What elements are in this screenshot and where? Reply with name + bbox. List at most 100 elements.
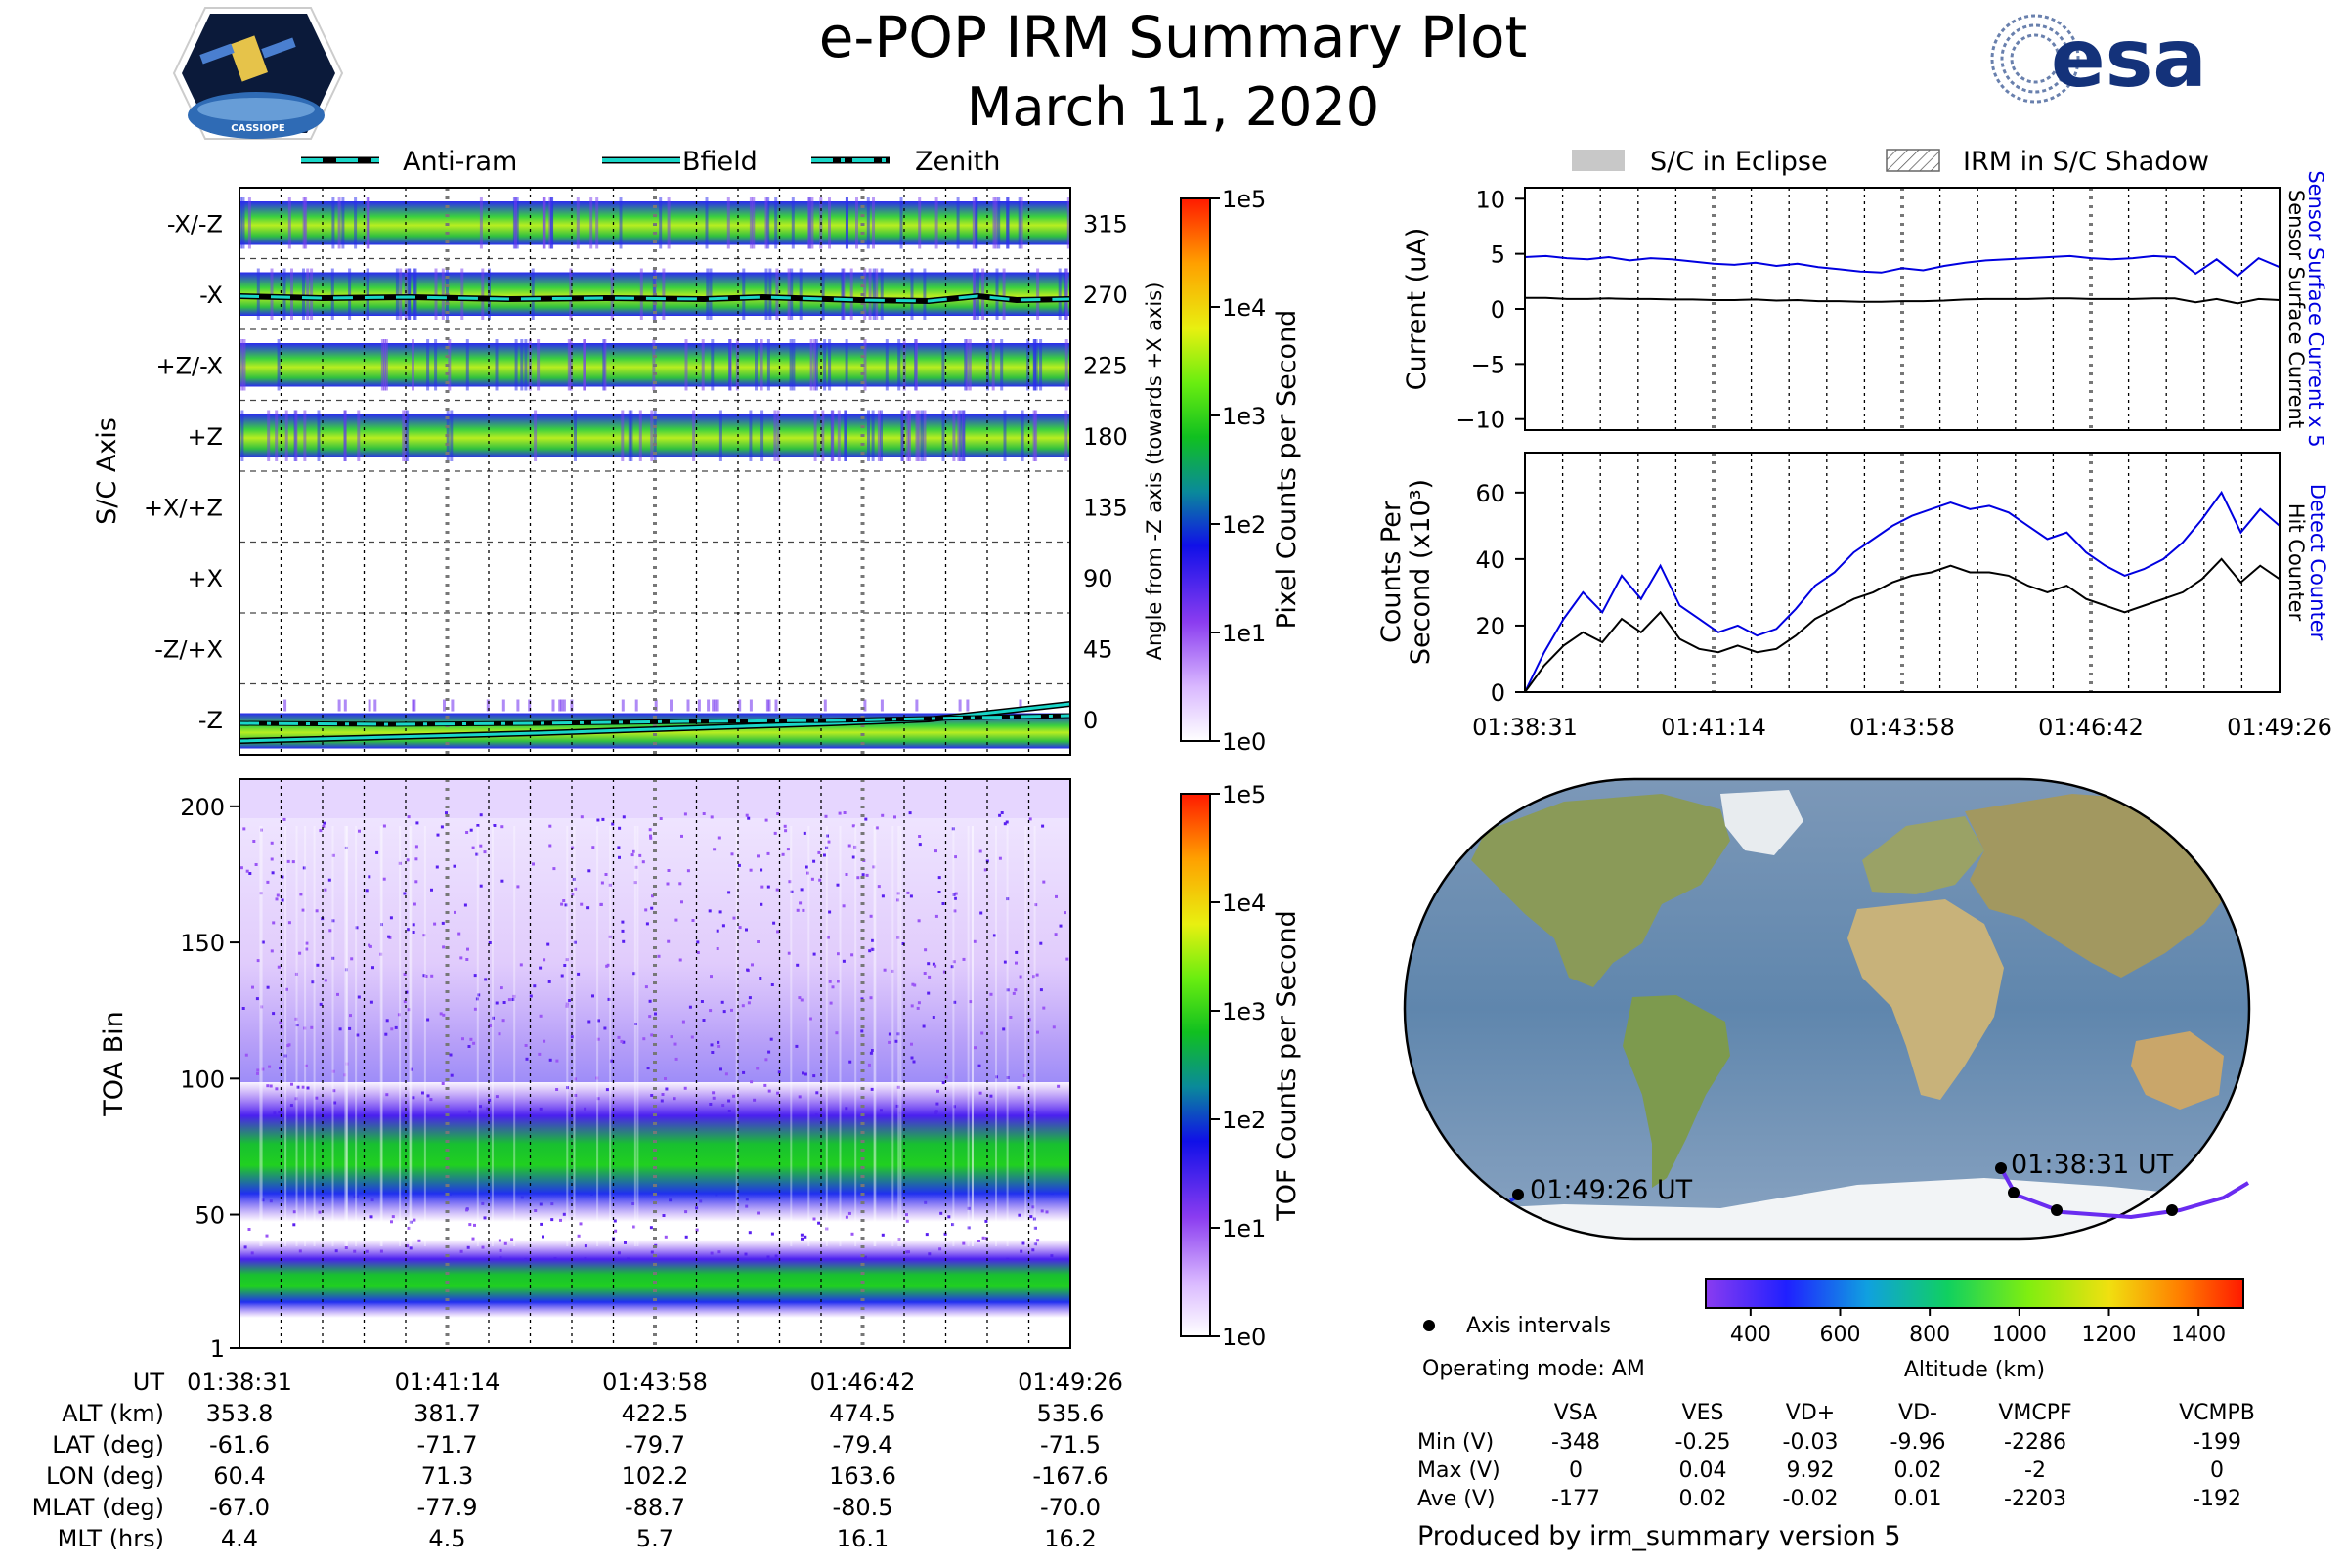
toa-noise-dot <box>817 850 821 854</box>
counts-y-tick-label: 60 <box>1475 480 1505 507</box>
toa-noise-dot <box>1035 973 1039 977</box>
pixel-sector-streak <box>1058 268 1062 320</box>
toa-noise-dot <box>495 1001 499 1005</box>
toa-noise-dot <box>760 868 763 872</box>
toa-noise-dot <box>634 1023 637 1025</box>
toa-noise-dot <box>302 866 306 870</box>
toa-noise-dot <box>851 855 855 859</box>
toa-noise-dot <box>600 881 604 885</box>
toa-noise-dot <box>577 972 581 976</box>
toa-noise-dot <box>1054 933 1058 936</box>
pixel-sector-streak <box>639 268 643 320</box>
toa-noise-dot <box>695 1228 699 1232</box>
pixel-sector-streak <box>968 339 972 391</box>
toa-noise-dot <box>681 1020 685 1024</box>
world-map: 01:38:31 UT 01:49:26 UT <box>1403 777 2251 1241</box>
toa-noise-dot <box>271 871 275 875</box>
pixel-sector-streak <box>863 339 867 391</box>
toa-noise-dot <box>649 834 652 838</box>
toa-noise-dot <box>282 817 286 821</box>
toa-noise-dot <box>516 885 520 889</box>
toa-noise-dot <box>764 818 768 822</box>
pixel-sector-streak <box>959 410 963 461</box>
toa-noise-dot <box>533 984 537 988</box>
pixel-ylabel-right: Angle from -Z axis (towards +X axis) <box>1143 283 1166 661</box>
toa-noise-dot <box>580 815 584 819</box>
toa-noise-dot <box>659 817 663 820</box>
toa-noise-dot <box>286 1044 290 1048</box>
pixel-sector-streak <box>576 197 580 249</box>
map-asia <box>1965 794 2238 978</box>
toa-noise-dot <box>721 924 725 928</box>
toa-noise-dot <box>511 998 515 1001</box>
pixel-sector-streak <box>384 339 388 391</box>
toa-noise-dot <box>412 931 415 934</box>
toa-noise-dot <box>411 1067 413 1071</box>
sensor-current-x5-line <box>1524 254 2281 278</box>
pixel-sector-streak <box>343 410 347 461</box>
toa-streak <box>399 826 402 1246</box>
pixel-sector-streak <box>330 268 334 320</box>
toa-noise-dot <box>319 1002 323 1006</box>
counts-y-tick-label: 40 <box>1475 546 1505 574</box>
altitude-colorbar: 400 600 800 1000 1200 1400 Altitude (km) <box>1705 1278 2244 1382</box>
pixel-sector-streak <box>906 410 910 461</box>
toa-noise-dot <box>261 1067 265 1071</box>
pixel-sector-streak <box>434 268 438 320</box>
pixel-sector-streak <box>275 410 279 461</box>
toa-noise-dot <box>745 813 749 817</box>
ephemeris-cell: 01:46:42 <box>810 1369 916 1396</box>
toa-noise-dot <box>952 893 956 896</box>
toa-noise-dot <box>770 983 774 986</box>
toa-noise-dot <box>587 1020 591 1024</box>
toa-streak <box>873 826 876 1246</box>
ephemeris-cell: 381.7 <box>413 1400 481 1427</box>
toa-noise-dot <box>803 831 806 835</box>
toa-noise-dot <box>407 1226 411 1230</box>
toa-noise-dot <box>850 1232 854 1236</box>
voltage-header: VD+ <box>1786 1401 1835 1425</box>
ephemeris-cell: -67.0 <box>209 1494 270 1521</box>
toa-noise-dot <box>502 1001 506 1004</box>
toa-noise-dot <box>927 991 931 995</box>
pixel-sector-streak <box>412 339 414 391</box>
pixel-sector-streak <box>560 699 564 712</box>
toa-noise-dot <box>724 1072 728 1076</box>
toa-noise-dot <box>398 861 402 865</box>
anti-ram-line-color <box>239 294 1071 303</box>
pixel-sector-streak <box>603 339 607 391</box>
toa-noise-dot <box>565 1002 569 1006</box>
toa-streak <box>1024 826 1027 1246</box>
hit-counter-line <box>1524 557 2281 693</box>
toa-streak <box>636 826 639 1246</box>
toa-noise-dot <box>407 815 411 819</box>
toa-noise-dot <box>800 998 804 1002</box>
pixel-sector-streak <box>995 268 999 320</box>
toa-noise-dot <box>422 974 426 978</box>
pixel-sector-streak <box>283 699 287 712</box>
pixel-sector-streak <box>1066 197 1070 249</box>
toa-noise-dot <box>256 1071 259 1075</box>
toa-noise-dot <box>717 1040 720 1044</box>
toa-noise-dot <box>664 1235 668 1239</box>
toa-noise-dot <box>826 936 830 939</box>
esa-logo: esa <box>1990 13 2207 106</box>
voltage-row-label: Min (V) <box>1417 1430 1494 1455</box>
ephemeris-cell: -77.9 <box>416 1494 477 1521</box>
pixel-sector-streak <box>1064 268 1068 320</box>
toa-noise-dot <box>867 1063 871 1067</box>
toa-noise-dot <box>812 952 816 956</box>
colorbar-tick-label: 1e2 <box>1222 1107 1266 1134</box>
toa-noise-dot <box>908 811 912 815</box>
toa-noise-dot <box>445 811 448 815</box>
pixel-sector-streak <box>863 268 867 320</box>
pixel-sector-streak <box>828 197 831 249</box>
toa-noise-dot <box>272 1012 276 1016</box>
toa-streak <box>971 826 974 1246</box>
toa-noise-dot <box>469 1037 473 1041</box>
toa-noise-dot <box>525 1057 529 1061</box>
current-y-tick-label: −5 <box>1471 351 1505 378</box>
toa-streak <box>1006 826 1009 1246</box>
toa-noise-dot <box>845 873 848 876</box>
toa-noise-dot <box>552 867 556 871</box>
